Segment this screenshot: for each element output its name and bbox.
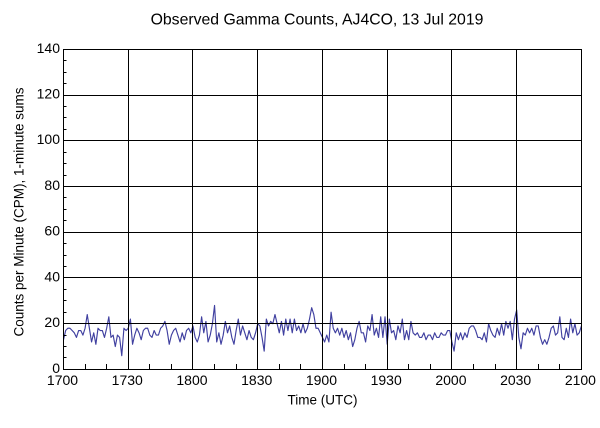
svg-text:Observed Gamma Counts, AJ4CO,: Observed Gamma Counts, AJ4CO, 13 Jul 201… (151, 12, 484, 29)
svg-text:0: 0 (52, 360, 60, 376)
svg-text:1700: 1700 (47, 372, 78, 388)
svg-text:140: 140 (37, 40, 61, 56)
svg-text:2030: 2030 (500, 372, 531, 388)
svg-text:100: 100 (37, 131, 61, 147)
svg-text:2000: 2000 (435, 372, 466, 388)
svg-text:1830: 1830 (241, 372, 272, 388)
svg-text:2100: 2100 (565, 372, 596, 388)
svg-text:40: 40 (44, 268, 60, 284)
svg-text:1800: 1800 (176, 372, 207, 388)
svg-text:20: 20 (44, 314, 60, 330)
svg-text:120: 120 (37, 86, 61, 102)
svg-text:60: 60 (44, 223, 60, 239)
svg-text:1930: 1930 (371, 372, 402, 388)
svg-text:1900: 1900 (306, 372, 337, 388)
svg-text:Counts per Minute (CPM), 1-min: Counts per Minute (CPM), 1-minute sums (12, 87, 27, 336)
svg-text:1730: 1730 (112, 372, 143, 388)
svg-text:80: 80 (44, 177, 60, 193)
svg-text:Time (UTC): Time (UTC) (288, 392, 358, 407)
